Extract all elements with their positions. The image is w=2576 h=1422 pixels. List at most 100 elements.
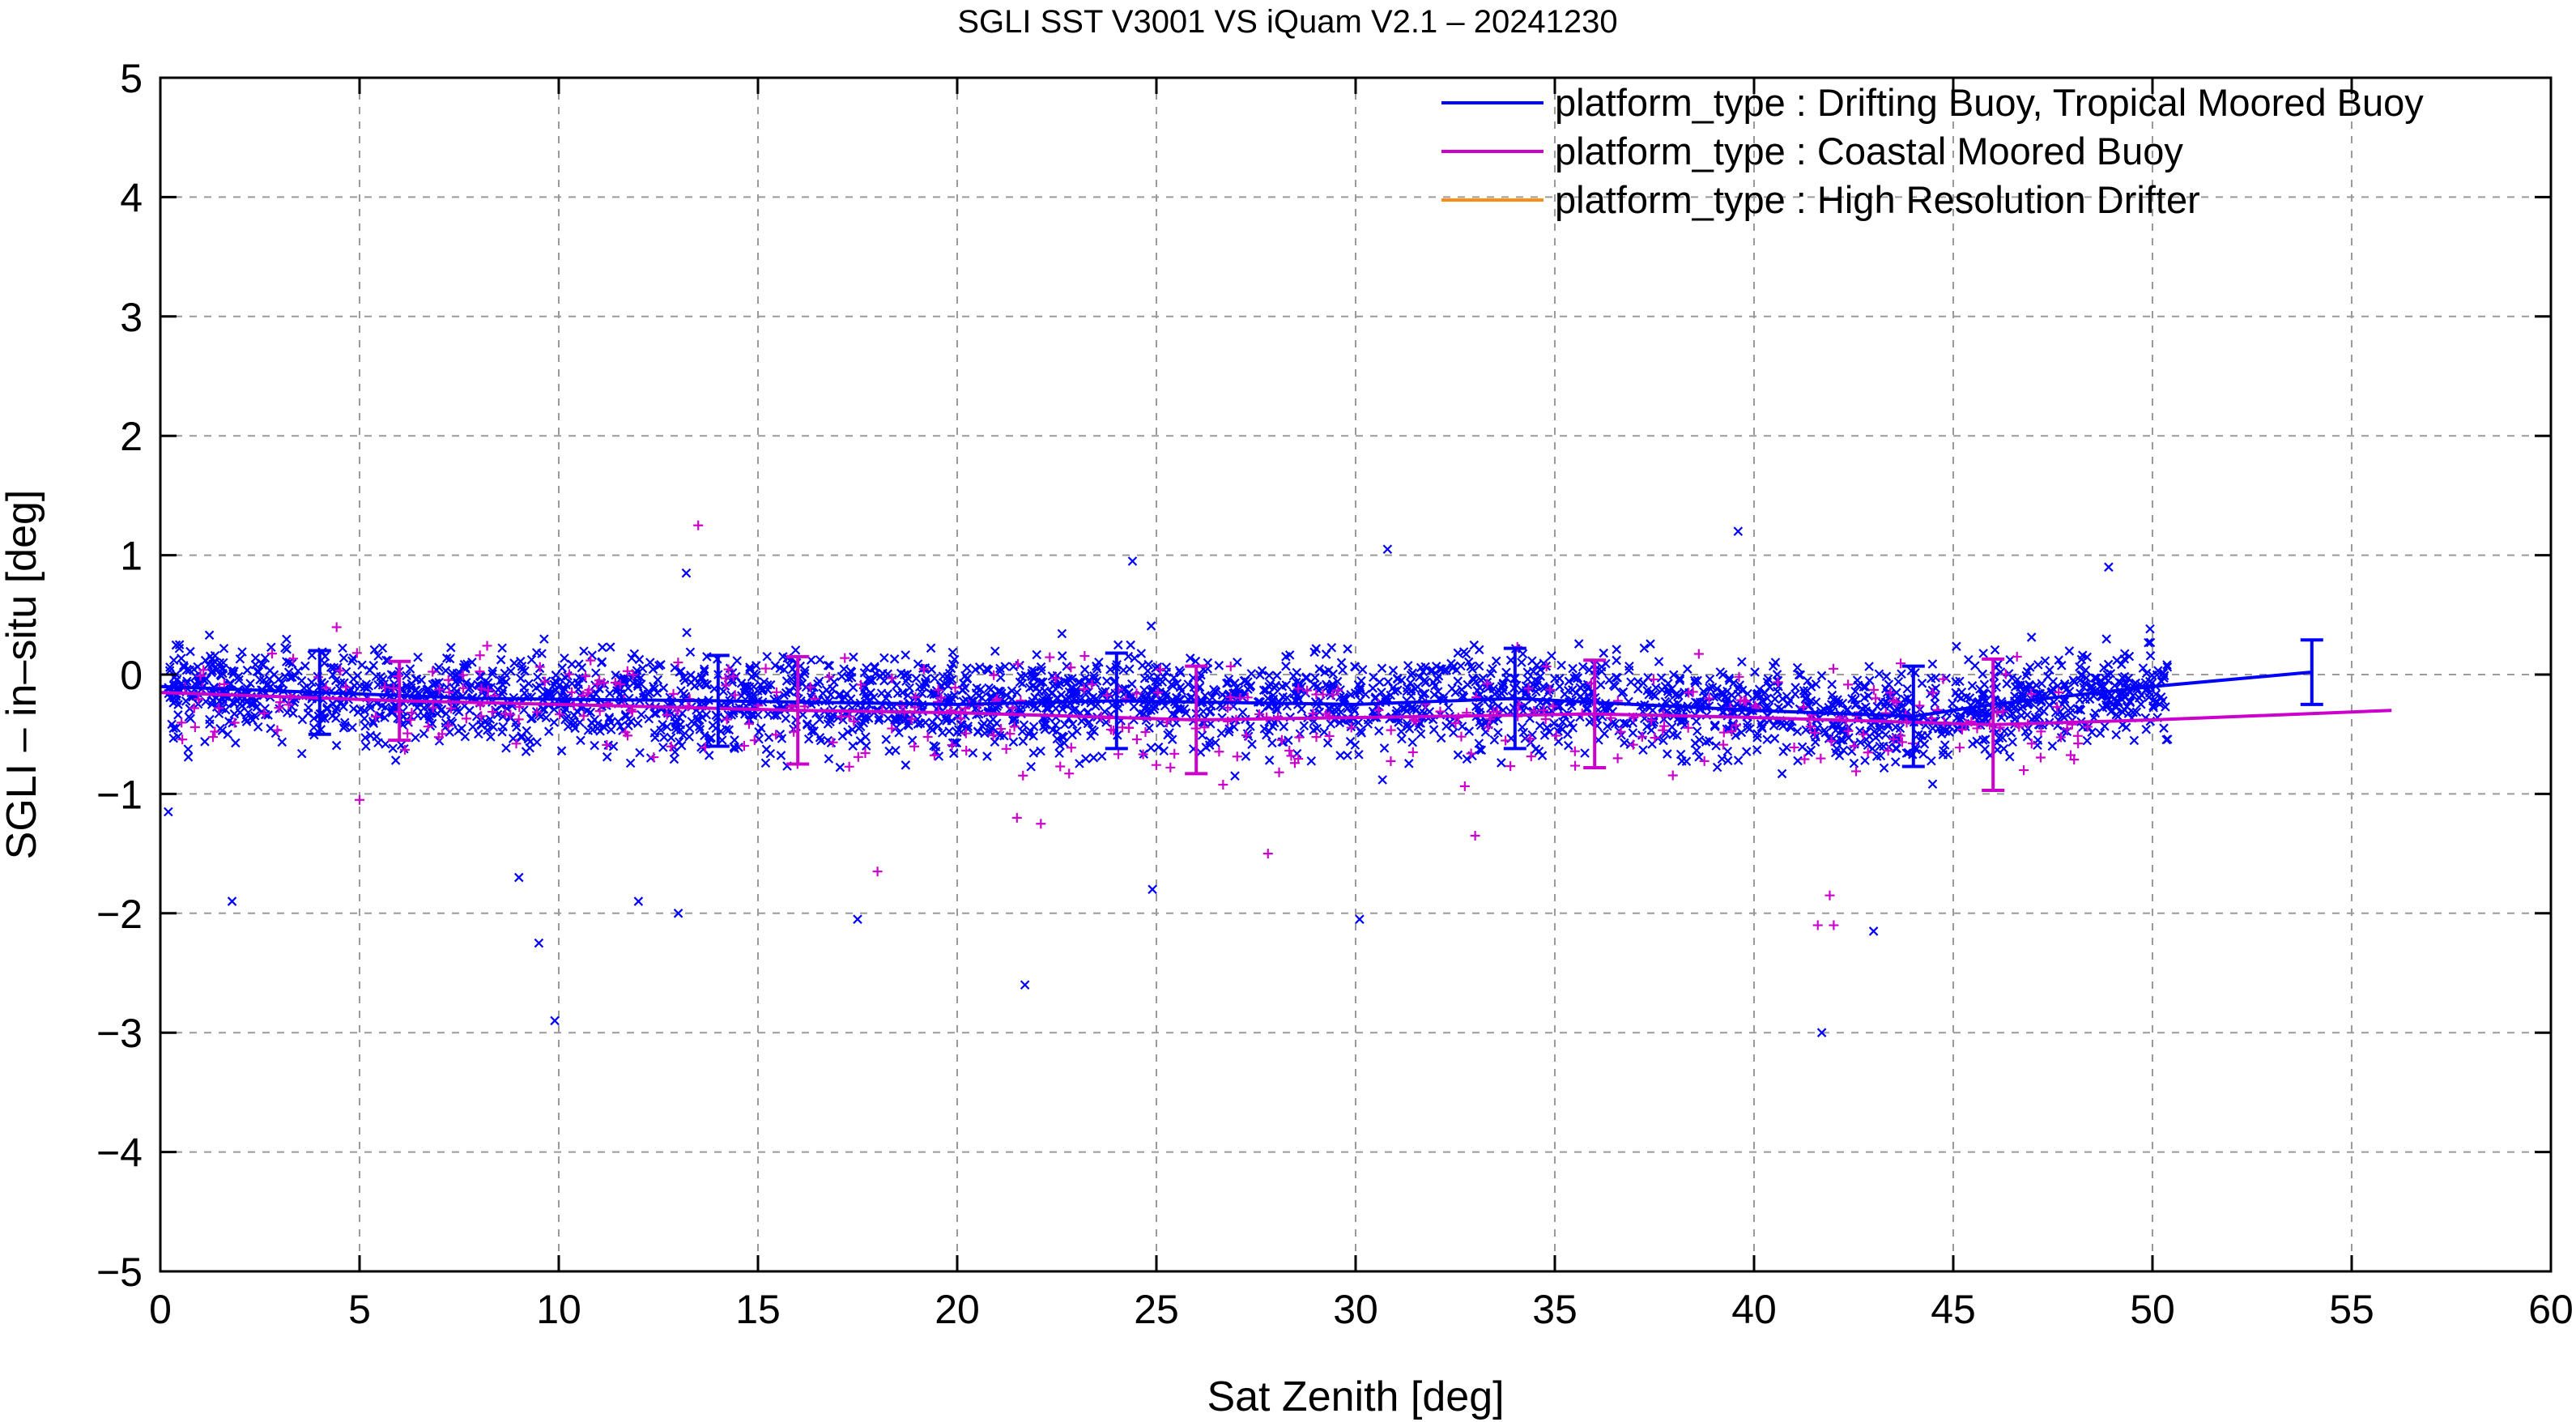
scatter-point (1241, 730, 1251, 741)
scatter-point (1990, 645, 2000, 655)
scatter-point (1978, 669, 1988, 679)
scatter-point (848, 683, 858, 692)
y-axis-label: SGLI – in–situ [deg] (0, 490, 45, 860)
scatter-point (373, 651, 383, 661)
scatter-point (205, 719, 215, 729)
scatter-point (633, 718, 643, 728)
scatter-point (1284, 650, 1295, 660)
scatter-point (2003, 705, 2013, 715)
scatter-point (1218, 779, 1228, 790)
scatter-point (2145, 637, 2156, 648)
scatter-point (390, 756, 401, 765)
chart-title: SGLI SST V3001 VS iQuam V2.1 – 20241230 (957, 4, 1617, 40)
scatter-point (1568, 663, 1578, 674)
scatter-point (1353, 717, 1364, 728)
scatter-point (577, 662, 587, 673)
scatter-point (917, 688, 927, 699)
scatter-point (1896, 730, 1905, 741)
scatter-point (1664, 689, 1674, 700)
scatter-point (488, 669, 497, 679)
scatter-point (1573, 639, 1584, 649)
scatter-point (687, 717, 697, 726)
scatter-point (1927, 688, 1938, 698)
scatter-point (1272, 671, 1282, 681)
scatter-point (929, 750, 939, 760)
scatter-point (1517, 685, 1526, 696)
scatter-point (599, 722, 610, 732)
scatter-point (231, 738, 241, 748)
scatter-point (331, 740, 342, 751)
scatter-point (870, 663, 880, 673)
scatter-point (1654, 657, 1664, 666)
scatter-point (1922, 730, 1933, 741)
scatter-point (2145, 624, 2155, 634)
scatter-point (2026, 689, 2037, 700)
scatter-point (242, 665, 253, 675)
scatter-point (1102, 676, 1112, 686)
scatter-point (705, 734, 715, 744)
scatter-point (682, 628, 692, 637)
scatter-point (1343, 751, 1352, 760)
scatter-point (835, 762, 845, 773)
scatter-point (853, 751, 863, 762)
scatter-point (245, 679, 255, 688)
scatter-point (1724, 673, 1735, 683)
scatter-point (762, 679, 773, 690)
scatter-point (2030, 713, 2040, 722)
scatter-point (1675, 675, 1685, 686)
scatter-point (1483, 722, 1493, 733)
scatter-point (699, 664, 709, 675)
scatter-point (940, 713, 950, 723)
scatter-point (1692, 745, 1701, 756)
scatter-point (1756, 722, 1767, 732)
scatter-point (445, 654, 455, 664)
scatter-point (1239, 675, 1250, 686)
scatter-point (402, 683, 412, 693)
scatter-point (1199, 706, 1208, 717)
scatter-point (365, 703, 376, 713)
scatter-point (2039, 706, 2049, 717)
scatter-point (671, 717, 680, 726)
scatter-point (1461, 649, 1471, 659)
scatter-point (722, 714, 732, 725)
scatter-point (1612, 753, 1623, 764)
scatter-point (2110, 701, 2120, 712)
scatter-point (926, 664, 937, 675)
scatter-point (849, 716, 859, 726)
scatter-point (1088, 752, 1099, 763)
scatter-point (1062, 662, 1071, 671)
scatter-point (532, 707, 543, 717)
outlier-point (2104, 562, 2114, 573)
scatter-point (424, 711, 434, 722)
scatter-point (1498, 678, 1509, 688)
scatter-point (1224, 675, 1234, 684)
scatter-point (1999, 743, 2009, 754)
scatter-point (330, 706, 341, 716)
scatter-point (911, 674, 922, 683)
scatter-point (2120, 649, 2130, 659)
scatter-point (1884, 679, 1894, 689)
scatter-point (1057, 628, 1067, 639)
scatter-point (517, 665, 527, 675)
scatter-point (1294, 694, 1304, 704)
scatter-point (1377, 663, 1387, 674)
scatter-point (627, 653, 637, 663)
scatter-point (635, 747, 645, 758)
scatter-point (287, 658, 297, 669)
scatter-point (338, 643, 347, 654)
scatter-point (377, 701, 387, 711)
outlier-point (1868, 926, 1879, 936)
scatter-point (1009, 722, 1020, 732)
scatter-point (1102, 690, 1113, 700)
scatter-point (441, 653, 452, 663)
scatter-point (539, 676, 550, 687)
scatter-point (296, 675, 307, 686)
scatter-point (695, 725, 705, 734)
scatter-point (1616, 688, 1627, 698)
scatter-point (585, 707, 596, 717)
scatter-point (1690, 678, 1701, 688)
scatter-point (465, 683, 475, 693)
scatter-point (2153, 666, 2163, 675)
scatter-point (892, 680, 901, 691)
scatter-point (947, 740, 957, 751)
